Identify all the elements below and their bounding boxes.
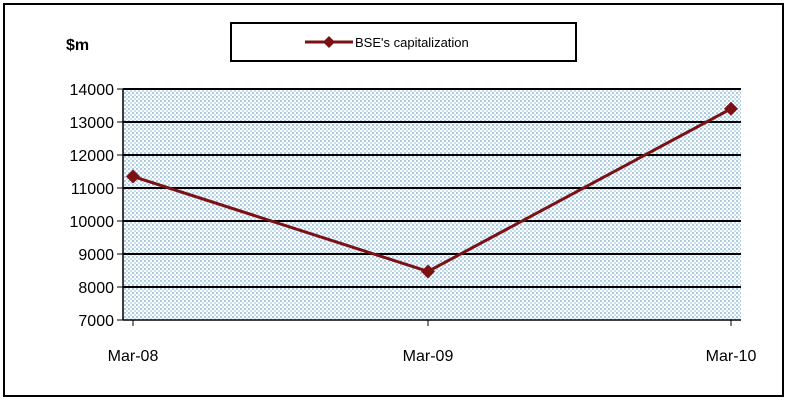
y-tick-label: 14000 — [70, 82, 115, 99]
legend-box — [230, 22, 577, 62]
unit-label: $m — [66, 37, 89, 54]
series-layer — [126, 101, 738, 279]
x-tick-labels: Mar-08 Mar-09 Mar-10 — [108, 320, 757, 365]
plot-area — [123, 89, 741, 320]
x-tick-label: Mar-10 — [706, 348, 757, 365]
legend-diamond-marker — [323, 36, 335, 48]
legend-label: BSE's capitalization — [355, 35, 469, 50]
y-tick-label: 11000 — [71, 181, 114, 198]
data-point-marker — [126, 169, 140, 184]
y-tick-label: 12000 — [70, 148, 115, 165]
gridlines — [123, 88, 741, 288]
y-tick-labels: 7000 8000 9000 10000 11000 12000 13000 14000 — [70, 82, 123, 330]
axes — [122, 89, 741, 321]
y-tick-label: 13000 — [70, 115, 115, 132]
y-tick-label: 9000 — [78, 247, 114, 264]
y-tick-label: 8000 — [78, 280, 114, 297]
data-point-marker — [421, 264, 435, 279]
legend: BSE's capitalization — [230, 22, 577, 62]
y-tick-label: 7000 — [78, 313, 114, 330]
y-tick-label: 10000 — [70, 214, 115, 231]
x-tick-label: Mar-08 — [108, 348, 159, 365]
x-tick-label: Mar-09 — [403, 348, 454, 365]
data-point-marker — [724, 101, 738, 116]
